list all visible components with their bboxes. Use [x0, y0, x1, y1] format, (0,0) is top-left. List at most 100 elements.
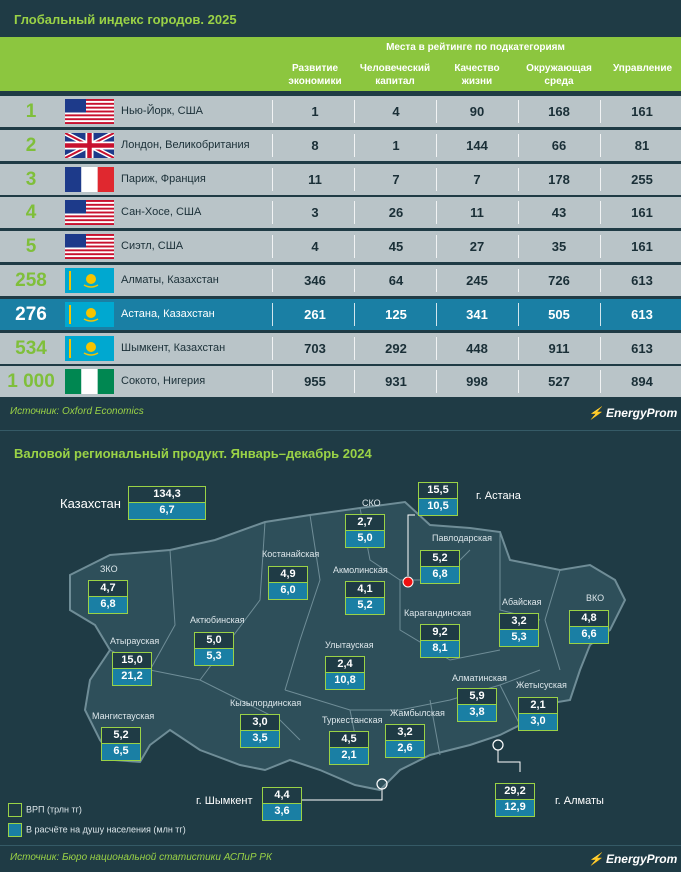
rank-cell: 161: [631, 239, 653, 255]
region-grp: 5,2: [101, 727, 141, 744]
region-box: 15,0 21,2: [112, 652, 152, 686]
col-header-1: Человеческий капитал: [359, 63, 431, 87]
column-separator: [272, 269, 273, 292]
rank-cell: 726: [548, 273, 570, 288]
region-grp: 9,2: [420, 624, 460, 641]
region-grp: 3,2: [499, 613, 539, 630]
column-separator: [518, 269, 519, 292]
rank-cell: 161: [631, 205, 653, 221]
region-label: Кызылординская: [230, 698, 302, 708]
rank-cell: 7: [392, 171, 400, 187]
region-box: 4,8 6,6: [569, 610, 609, 644]
region-label: Мангистауская: [92, 711, 155, 721]
region-label: Павлодарская: [432, 533, 492, 543]
column-separator: [518, 167, 519, 191]
rank-cell: 66: [551, 137, 567, 153]
region-label: СКО: [362, 498, 381, 508]
column-separator: [354, 167, 355, 191]
legend-swatch-grp: [8, 803, 22, 817]
column-separator: [272, 336, 273, 360]
rank-cell: 703: [304, 340, 326, 356]
region-label: Абайская: [502, 597, 542, 607]
region-per-capita: 21,2: [112, 669, 152, 686]
column-separator: [600, 302, 601, 326]
column-separator: [436, 235, 437, 259]
flag-us-icon: [65, 200, 114, 226]
flag-kz-icon: [65, 335, 114, 361]
rank-cell: 81: [634, 137, 650, 153]
rank-cell: 45: [388, 239, 404, 255]
column-separator: [436, 133, 437, 157]
region-box: 5,2 6,5: [101, 727, 141, 761]
region-per-capita: 10,5: [418, 499, 458, 516]
rank-cell: 11: [470, 205, 484, 221]
region-per-capita: 3,8: [457, 705, 497, 722]
total-grp: 134,3: [128, 486, 206, 503]
rank-cell: 1: [392, 137, 400, 153]
flag-kz-icon: [65, 268, 114, 293]
region-per-capita: 12,9: [495, 800, 535, 817]
col-header-0: Развитие экономики: [288, 63, 342, 87]
region-label: Акмолинская: [333, 565, 388, 575]
region-box: 3,2 2,6: [385, 724, 425, 758]
astana-leader: [407, 514, 415, 576]
region-per-capita: 6,8: [88, 597, 128, 614]
region-box: 5,2 6,8: [420, 550, 460, 584]
region-per-capita: 10,8: [325, 673, 365, 690]
region-label: Улытауская: [325, 640, 374, 650]
column-separator: [436, 302, 437, 326]
column-separator: [518, 100, 519, 123]
table-row: 5 Сиэтл, США 4 45 27 35 161: [0, 231, 681, 263]
total-per-capita: 6,7: [128, 503, 206, 520]
column-separator: [354, 370, 355, 394]
rank-value: 534: [15, 337, 47, 359]
col-header-3: Окружающая среда: [526, 63, 592, 87]
region-per-capita: 6,6: [569, 627, 609, 644]
region-box: 4,9 6,0: [268, 566, 308, 600]
column-separator: [436, 269, 437, 292]
col-header-4: Управление: [612, 63, 673, 74]
region-grp: 3,0: [240, 714, 280, 731]
table-row: 1 Нью-Йорк, США 1 4 90 168 161: [0, 96, 681, 127]
rank-cell: 144: [466, 137, 488, 153]
column-separator: [600, 201, 601, 225]
rank-cell: 931: [385, 374, 407, 390]
region-box: 15,5 10,5: [418, 482, 458, 516]
column-separator: [354, 302, 355, 326]
region-label: Атырауская: [110, 636, 160, 646]
rank-cell: 527: [548, 374, 570, 390]
map-title: Валовой региональный продукт. Январь–дек…: [14, 446, 372, 461]
rank-cell: 346: [304, 273, 326, 288]
table-row: 276 Астана, Казахстан 261 125 341 505 613: [0, 298, 681, 330]
rank-cell: 245: [466, 273, 488, 288]
region-per-capita: 6,8: [420, 567, 460, 584]
column-separator: [436, 370, 437, 394]
region-label: г. Шымкент: [196, 795, 253, 807]
region-box: 4,4 3,6: [262, 787, 302, 821]
region-box: 4,7 6,8: [88, 580, 128, 614]
city-name: Нью-Йорк, США: [121, 105, 204, 117]
rank-cell: 4: [311, 239, 319, 255]
region-grp: 2,7: [345, 514, 385, 531]
column-separator: [272, 201, 273, 225]
bolt-icon: ⚡: [588, 852, 603, 866]
column-separator: [436, 201, 437, 225]
region-label: Карагандинская: [404, 608, 472, 618]
rank-cell: 90: [469, 104, 485, 119]
column-separator: [600, 235, 601, 259]
region-per-capita: 2,1: [329, 748, 369, 765]
column-separator: [518, 235, 519, 259]
region-per-capita: 6,5: [101, 744, 141, 761]
source-1: Источник: Oxford Economics: [10, 406, 144, 417]
column-separator: [518, 201, 519, 225]
group-header: Места в рейтинге по подкатегориям: [386, 42, 565, 53]
rank-cell: 3: [311, 205, 319, 221]
region-per-capita: 3,5: [240, 731, 280, 748]
column-separator: [272, 370, 273, 394]
rank-cell: 613: [631, 306, 653, 322]
total-label: Казахстан: [60, 496, 121, 511]
region-per-capita: 5,3: [499, 630, 539, 647]
region-per-capita: 8,1: [420, 641, 460, 658]
table-row: 258 Алматы, Казахстан 346 64 245 726 613: [0, 265, 681, 296]
rank-value: 5: [25, 236, 37, 258]
